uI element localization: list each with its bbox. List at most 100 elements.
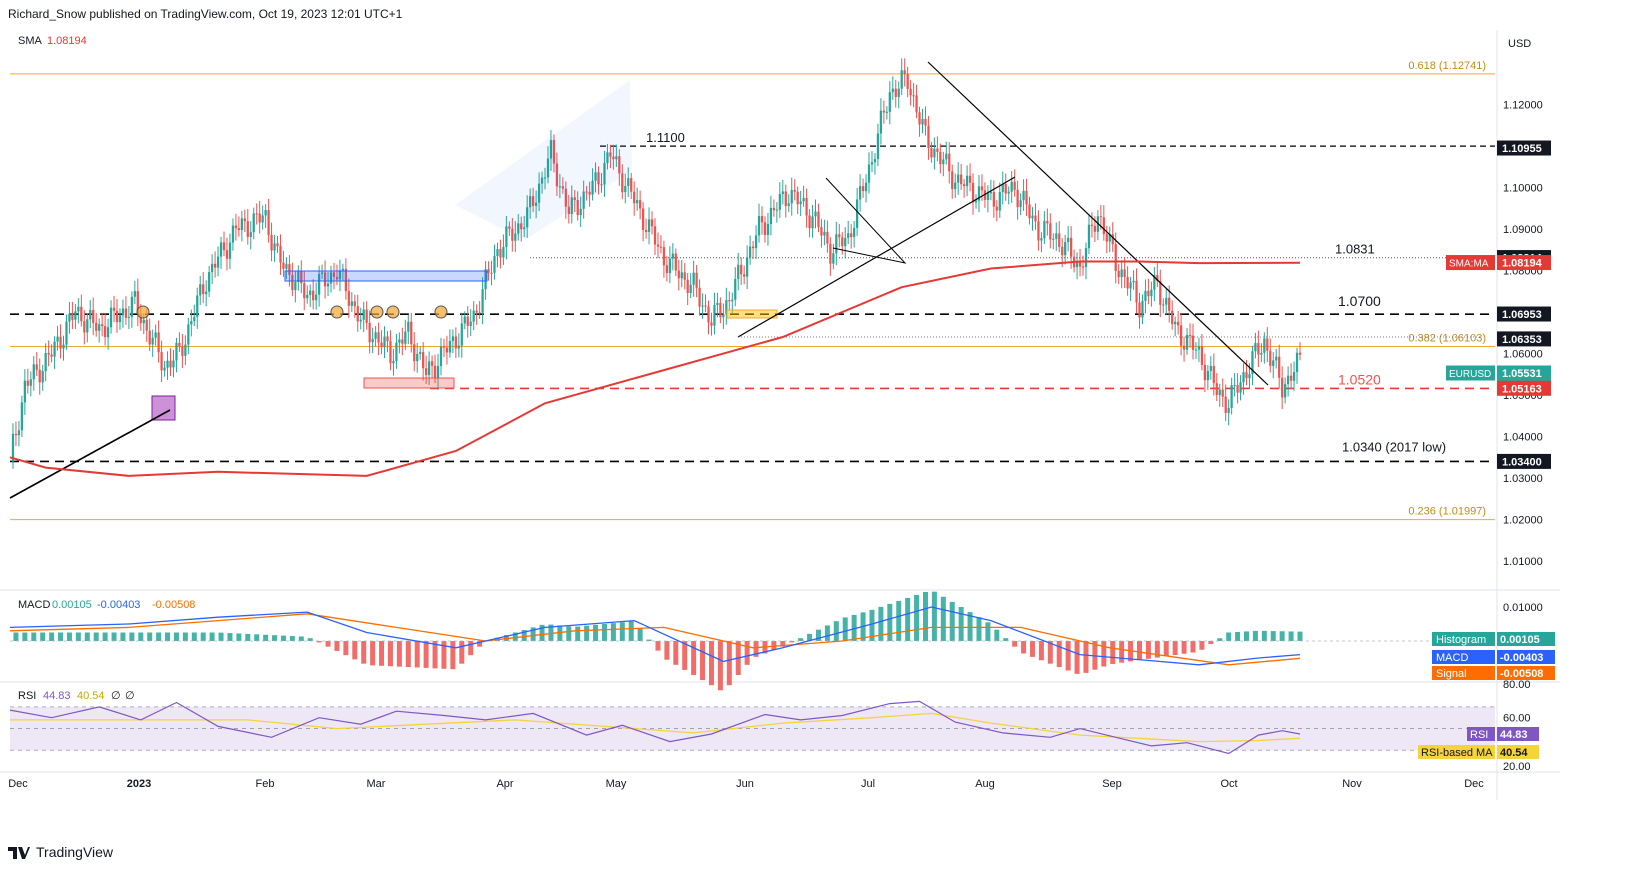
candle-body[interactable] <box>496 249 499 257</box>
macd-histogram-bar[interactable] <box>227 633 233 641</box>
candle-body[interactable] <box>121 308 125 316</box>
candle-body[interactable] <box>829 243 832 264</box>
candle-body[interactable] <box>1126 276 1129 289</box>
candle-body[interactable] <box>936 148 939 152</box>
candle-body[interactable] <box>698 287 701 307</box>
candle-body[interactable] <box>1236 384 1239 393</box>
candle-body[interactable] <box>603 163 606 185</box>
candle-body[interactable] <box>208 272 211 292</box>
candle-body[interactable] <box>1298 352 1302 355</box>
candle-body[interactable] <box>945 153 948 160</box>
candle-body[interactable] <box>656 244 660 247</box>
macd-histogram-bar[interactable] <box>102 632 108 642</box>
candle-body[interactable] <box>1064 242 1067 256</box>
macd-histogram-bar[interactable] <box>1288 631 1294 641</box>
macd-histogram-bar[interactable] <box>833 621 839 641</box>
candle-body[interactable] <box>115 310 119 323</box>
candle-body[interactable] <box>487 269 490 273</box>
macd-histogram-bar[interactable] <box>539 624 545 641</box>
macd-histogram-bar[interactable] <box>1021 641 1027 654</box>
candle-body[interactable] <box>683 272 686 280</box>
macd-histogram-bar[interactable] <box>129 632 135 642</box>
candle-body[interactable] <box>294 281 297 291</box>
candle-body[interactable] <box>47 352 50 355</box>
candle-body[interactable] <box>427 361 431 376</box>
candle-body[interactable] <box>11 433 15 462</box>
candle-body[interactable] <box>1052 238 1055 240</box>
candle-body[interactable] <box>490 272 493 274</box>
candle-body[interactable] <box>636 200 639 204</box>
candle-body[interactable] <box>341 268 345 271</box>
macd-histogram-bar[interactable] <box>548 624 554 641</box>
candle-body[interactable] <box>166 360 169 368</box>
candle-body[interactable] <box>1111 234 1114 245</box>
candle-body[interactable] <box>621 173 624 193</box>
candle-body[interactable] <box>1153 275 1156 290</box>
macd-histogram-bar[interactable] <box>370 641 376 666</box>
macd-histogram-bar[interactable] <box>396 641 402 667</box>
candle-body[interactable] <box>968 175 972 183</box>
candle-body[interactable] <box>267 210 270 235</box>
macd-histogram-bar[interactable] <box>191 632 197 642</box>
candle-body[interactable] <box>86 319 89 333</box>
candle-body[interactable] <box>695 272 698 288</box>
candle-body[interactable] <box>136 291 139 314</box>
candle-body[interactable] <box>1037 221 1040 241</box>
candle-body[interactable] <box>983 190 987 200</box>
candle-body[interactable] <box>1034 215 1037 222</box>
candle-body[interactable] <box>820 227 823 236</box>
macd-histogram-bar[interactable] <box>780 641 786 647</box>
macd-histogram-bar[interactable] <box>842 617 848 641</box>
candle-body[interactable] <box>77 306 80 312</box>
candle-body[interactable] <box>433 365 437 378</box>
candle-body[interactable] <box>68 313 71 322</box>
candle-body[interactable] <box>199 284 202 296</box>
candle-body[interactable] <box>175 342 178 361</box>
macd-histogram-bar[interactable] <box>31 632 37 642</box>
candle-body[interactable] <box>784 191 787 207</box>
macd-histogram-bar[interactable] <box>878 606 884 641</box>
candle-body[interactable] <box>766 224 770 235</box>
candle-body[interactable] <box>246 221 249 237</box>
candle-body[interactable] <box>139 313 142 324</box>
candle-body[interactable] <box>823 231 826 236</box>
candle-body[interactable] <box>1093 225 1097 232</box>
candle-body[interactable] <box>1284 384 1287 398</box>
candle-body[interactable] <box>529 196 532 208</box>
candle-body[interactable] <box>50 354 53 357</box>
candle-body[interactable] <box>1087 224 1091 249</box>
macd-histogram-bar[interactable] <box>646 639 652 641</box>
candle-body[interactable] <box>56 336 59 342</box>
candle-body[interactable] <box>20 402 24 431</box>
candle-body[interactable] <box>725 300 728 315</box>
candle-body[interactable] <box>900 70 903 89</box>
macd-histogram-bar[interactable] <box>361 641 367 664</box>
candle-body[interactable] <box>270 234 273 251</box>
candle-body[interactable] <box>653 226 657 245</box>
macd-histogram-bar[interactable] <box>1208 641 1214 644</box>
candle-body[interactable] <box>190 321 193 325</box>
candle-body[interactable] <box>817 211 820 228</box>
candle-body[interactable] <box>383 336 386 348</box>
candle-body[interactable] <box>615 156 618 160</box>
candle-body[interactable] <box>532 196 535 206</box>
candle-body[interactable] <box>213 263 217 268</box>
macd-histogram-bar[interactable] <box>1243 631 1249 641</box>
candle-body[interactable] <box>1221 389 1224 397</box>
candle-body[interactable] <box>814 211 817 217</box>
macd-histogram-bar[interactable] <box>807 633 813 641</box>
macd-histogram-bar[interactable] <box>236 633 242 641</box>
macd-histogram-bar[interactable] <box>815 629 821 641</box>
macd-histogram-bar[interactable] <box>280 635 286 641</box>
macd-histogram-bar[interactable] <box>182 632 188 642</box>
candle-body[interactable] <box>811 216 814 229</box>
candle-body[interactable] <box>930 147 933 158</box>
candle-body[interactable] <box>630 178 633 192</box>
macd-histogram-bar[interactable] <box>1056 641 1062 668</box>
macd-histogram-bar[interactable] <box>1074 641 1080 674</box>
candle-body[interactable] <box>29 379 32 386</box>
candle-body[interactable] <box>422 352 425 369</box>
candle-body[interactable] <box>255 213 258 215</box>
macd-histogram-bar[interactable] <box>744 641 750 665</box>
candle-body[interactable] <box>1239 382 1242 393</box>
